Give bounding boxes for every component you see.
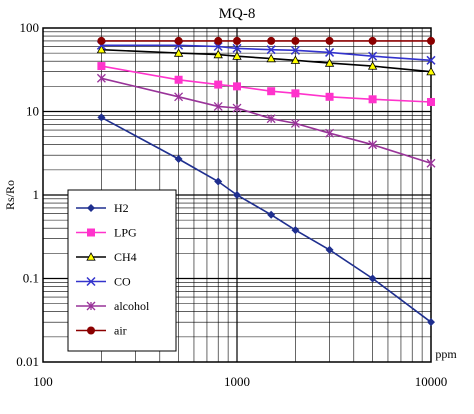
- data-point-lpg: [267, 87, 276, 96]
- data-point-ch4: [213, 49, 223, 59]
- data-point-h2: [325, 245, 334, 254]
- legend-label-ch4: CH4: [114, 250, 137, 264]
- legend-marker-h2: [87, 204, 95, 212]
- y-tick-label: 0.01: [16, 354, 39, 369]
- data-point-lpg: [325, 92, 334, 101]
- y-tick-label: 10: [26, 104, 39, 119]
- data-point-h2: [233, 191, 241, 199]
- data-point-h2: [97, 113, 106, 122]
- data-point-ch4: [173, 48, 184, 57]
- x-tick-label: 1000: [224, 374, 250, 389]
- data-point-air: [325, 36, 334, 45]
- data-point-air: [267, 36, 276, 45]
- data-point-lpg: [291, 89, 300, 98]
- legend-marker-lpg: [87, 228, 95, 237]
- data-point-h2: [368, 274, 377, 283]
- y-axis-label: Rs/Ro: [3, 180, 17, 210]
- data-point-lpg: [233, 82, 241, 91]
- tick-labels: 100 10 1 0.1 0.01 100 1000 10000: [16, 20, 447, 389]
- legend-label-lpg: LPG: [114, 226, 137, 240]
- data-point-ch4: [232, 51, 242, 60]
- legend: H2 LPG CH4 CO alcohol air: [67, 189, 177, 352]
- data-point-h2: [174, 154, 183, 163]
- data-point-co: [368, 51, 378, 61]
- data-point-air: [427, 36, 435, 45]
- y-tick-label: 1: [33, 187, 40, 202]
- data-point-alcohol: [426, 158, 436, 168]
- data-point-alcohol: [174, 92, 184, 102]
- legend-label-h2: H2: [114, 201, 129, 215]
- data-point-h2: [291, 226, 300, 235]
- plot-frame: [42, 27, 432, 363]
- data-point-air: [233, 36, 241, 45]
- data-point-lpg: [214, 80, 223, 89]
- data-point-co: [325, 47, 335, 57]
- data-point-lpg: [97, 62, 106, 71]
- legend-label-co: CO: [114, 275, 131, 289]
- data-point-alcohol: [96, 73, 106, 83]
- data-point-h2: [267, 210, 276, 219]
- legend-marker-alcohol: [86, 301, 96, 311]
- legend-marker-co: [86, 276, 96, 287]
- data-point-ch4: [96, 44, 107, 54]
- series-ch4: [96, 44, 436, 76]
- data-point-co: [426, 55, 436, 65]
- data-point-ch4: [324, 58, 335, 67]
- legend-label-air: air: [114, 324, 127, 338]
- x-axis-label: ppm: [435, 347, 457, 361]
- series-h2: [97, 113, 435, 327]
- legend-marker-air: [87, 326, 95, 335]
- data-point-alcohol: [213, 101, 223, 111]
- data-point-alcohol: [368, 140, 378, 150]
- series-lpg: [97, 62, 435, 106]
- series-alcohol: [96, 73, 436, 168]
- legend-marker-ch4: [86, 252, 96, 261]
- chart-title: MQ-8: [219, 6, 256, 22]
- data-point-co: [266, 45, 276, 55]
- data-point-air: [97, 36, 106, 45]
- data-point-air: [368, 36, 377, 45]
- data-point-co: [232, 43, 242, 53]
- data-point-lpg: [427, 97, 435, 106]
- data-point-alcohol: [266, 114, 276, 124]
- data-point-ch4: [266, 53, 276, 63]
- data-point-ch4: [367, 61, 378, 70]
- data-point-ch4: [290, 55, 301, 64]
- data-point-ch4: [426, 66, 436, 76]
- data-point-air: [174, 36, 183, 45]
- data-point-alcohol: [232, 103, 242, 113]
- data-point-air: [214, 36, 223, 45]
- data-point-alcohol: [290, 118, 300, 128]
- series-air: [97, 36, 435, 45]
- data-point-lpg: [368, 95, 377, 104]
- y-tick-label: 100: [20, 20, 40, 35]
- data-point-co: [290, 45, 300, 55]
- data-point-lpg: [174, 75, 183, 84]
- data-point-alcohol: [325, 128, 335, 138]
- y-tick-label: 0.1: [23, 271, 39, 286]
- legend-box: [67, 189, 177, 352]
- data-point-h2: [427, 318, 435, 327]
- x-tick-label: 100: [33, 374, 53, 389]
- data-point-air: [291, 36, 300, 45]
- series-layer: [96, 36, 436, 327]
- data-point-h2: [214, 177, 223, 186]
- x-tick-label: 10000: [415, 374, 448, 389]
- legend-label-alcohol: alcohol: [114, 299, 150, 313]
